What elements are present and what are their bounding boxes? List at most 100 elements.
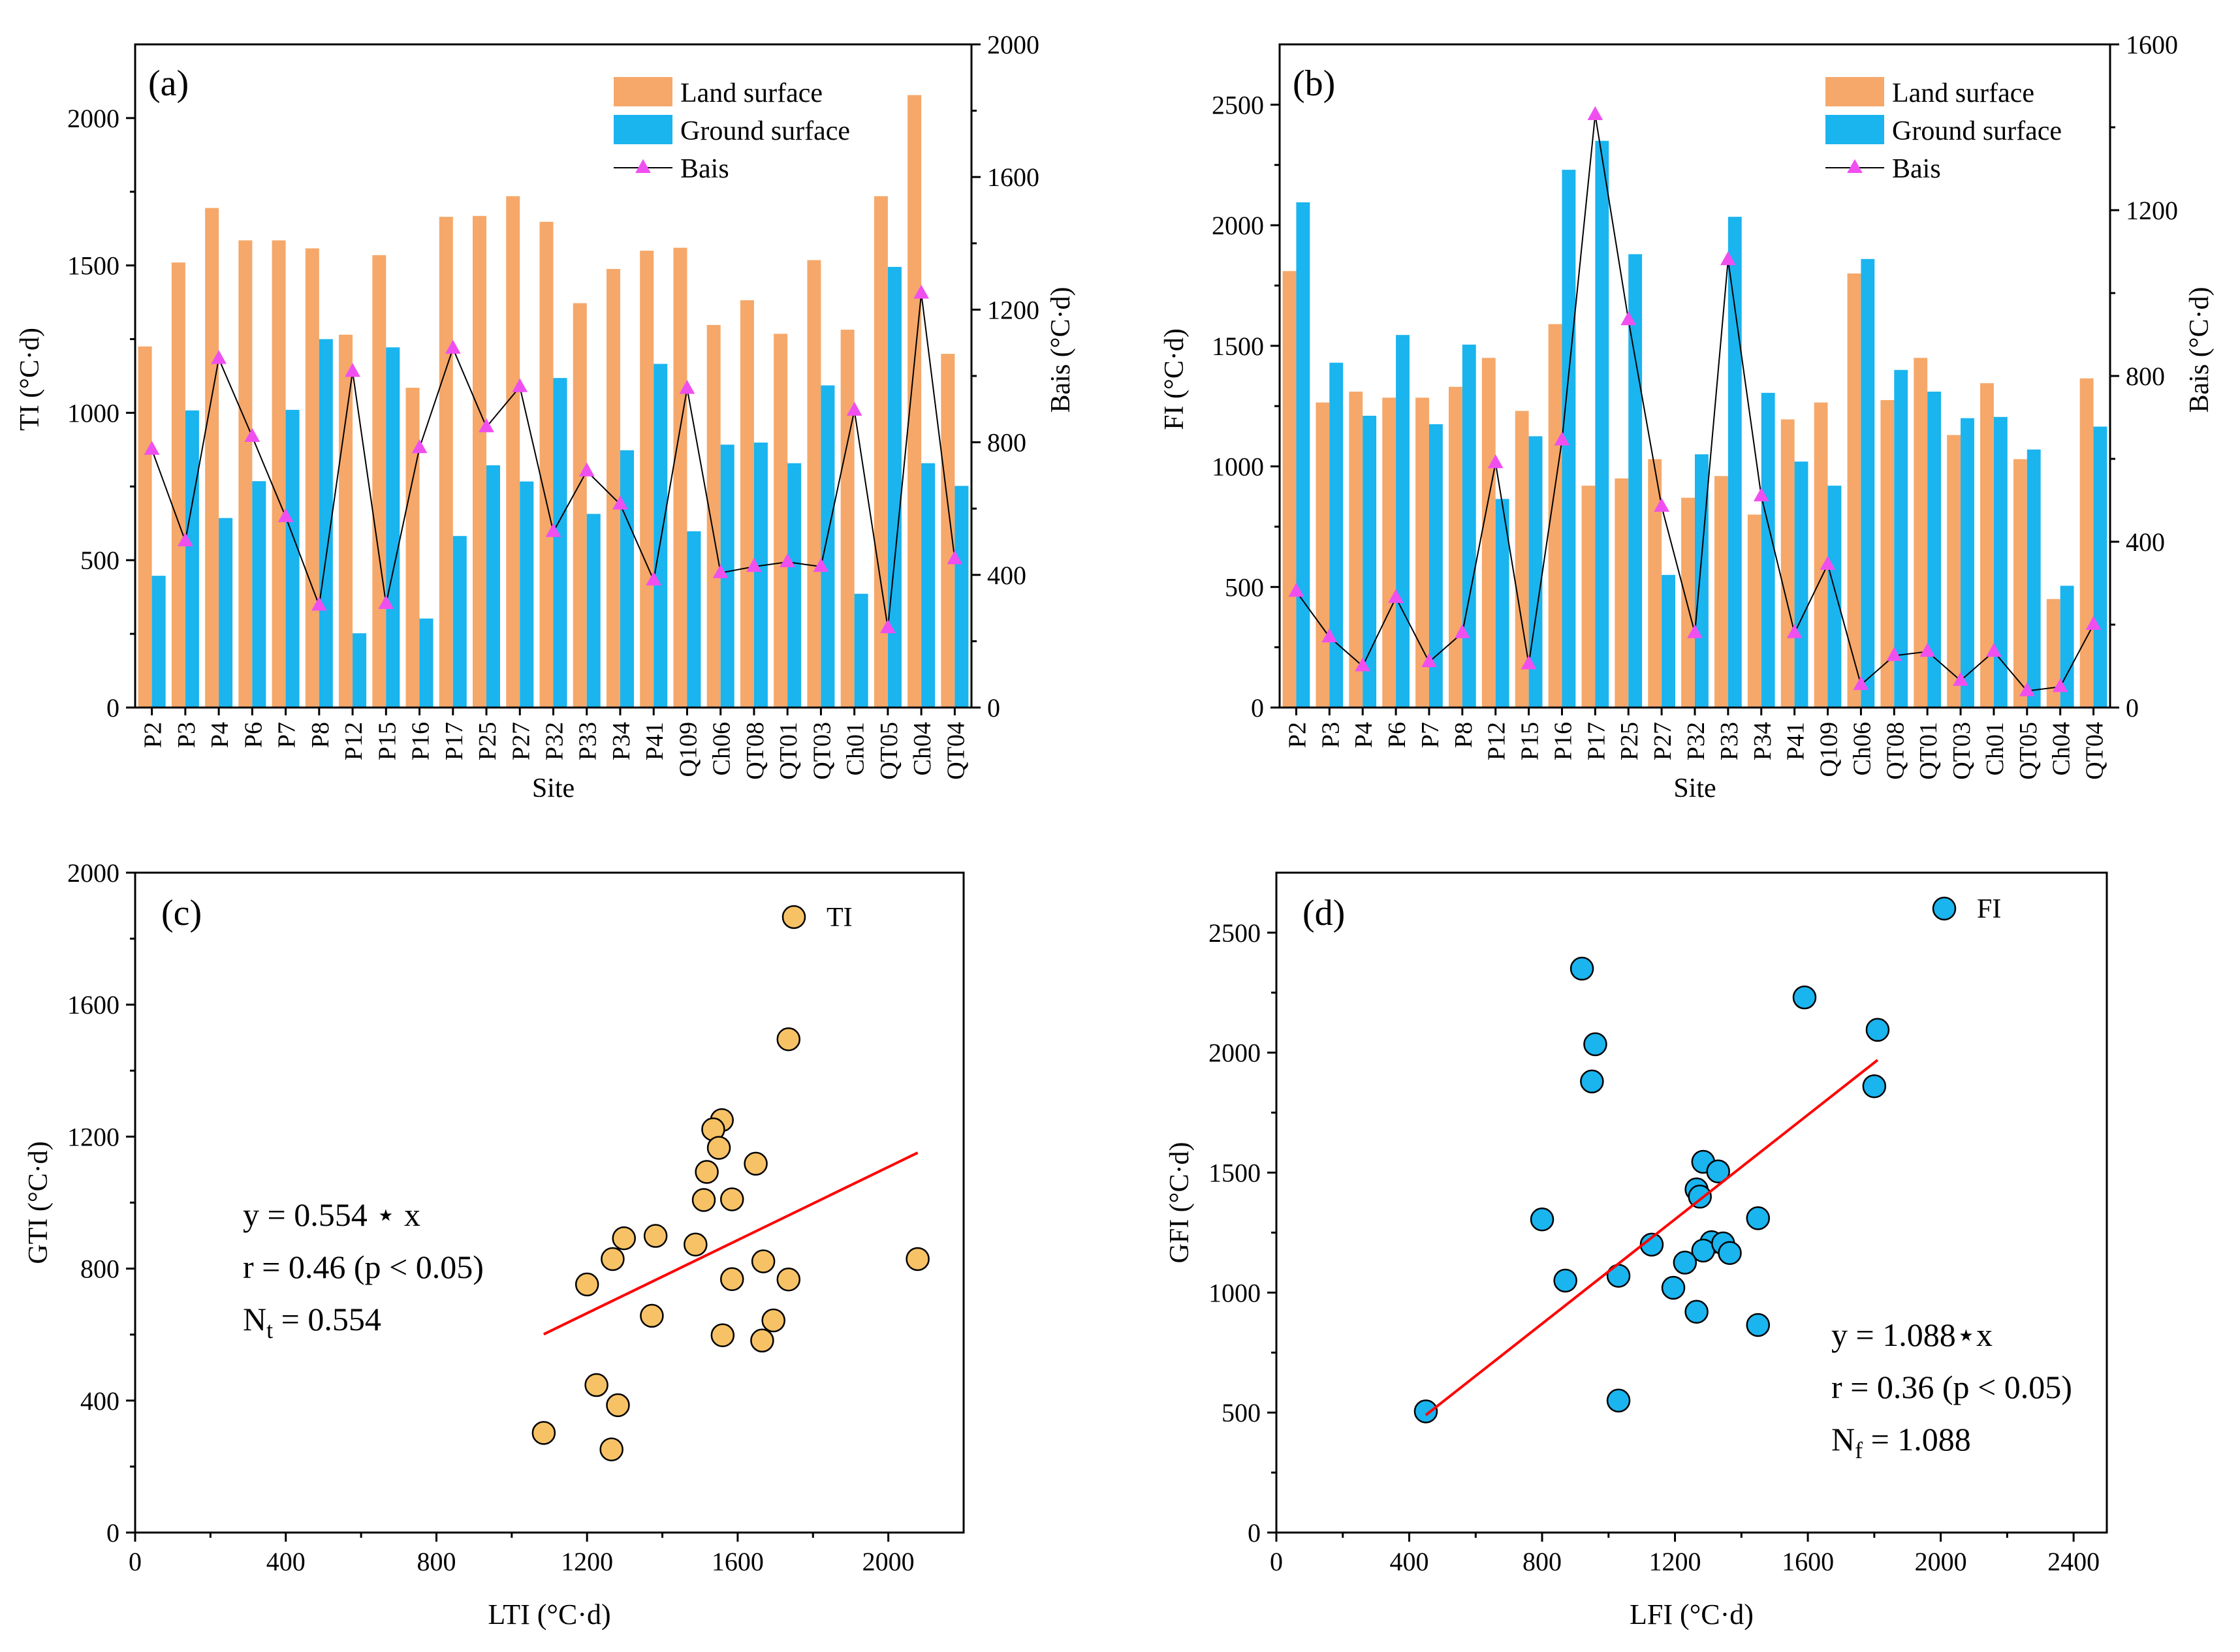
y2-tick-label: 400: [987, 561, 1026, 590]
bar-ground-surface: [219, 518, 233, 708]
bar-ground-surface: [486, 465, 501, 708]
legend-swatch-land: [1825, 77, 1884, 106]
bias-marker: [244, 428, 260, 442]
x-tick-label: 800: [417, 1547, 456, 1576]
bias-marker: [1919, 642, 1936, 657]
x-tick-label: 1200: [1649, 1547, 1701, 1576]
bar-ground-surface: [1662, 574, 1675, 708]
x-tick-label: P15: [373, 722, 401, 760]
bias-marker: [1886, 647, 1902, 661]
bar-ground-surface: [887, 266, 902, 708]
scatter-point: [776, 1027, 801, 1052]
bias-marker: [1620, 311, 1637, 326]
bias-marker: [780, 553, 796, 568]
x-tick-label: QT03: [808, 722, 836, 780]
x-tick-label: 800: [1522, 1547, 1562, 1576]
y2-tick-label: 800: [987, 428, 1026, 458]
scatter-point: [531, 1421, 556, 1445]
scatter-point: [1413, 1399, 1438, 1424]
bar-ground-surface: [1428, 424, 1443, 708]
n-subscript: t: [266, 1317, 273, 1343]
scatter-point: [1706, 1159, 1730, 1183]
bias-marker: [1554, 431, 1570, 446]
bar-ground-surface: [1927, 392, 1942, 708]
y-tick-label: 500: [1222, 1398, 1261, 1427]
bar-land-surface: [1515, 411, 1529, 708]
bar-land-surface: [941, 354, 955, 708]
x-tick-label: QT08: [742, 722, 769, 780]
bias-marker: [846, 401, 862, 416]
bar-ground-surface: [1495, 499, 1509, 708]
scatter-point: [1865, 1018, 1890, 1042]
y2-tick-label: 1200: [987, 295, 1039, 324]
y-tick-label: 500: [80, 546, 119, 575]
bias-marker: [1388, 589, 1404, 603]
x-tick-label: P25: [474, 722, 501, 760]
x-tick-label: QT01: [1915, 722, 1942, 780]
legend-label: FI: [1977, 894, 2001, 924]
bar-ground-surface: [285, 409, 300, 708]
bar-land-surface: [1980, 383, 1994, 708]
bar-land-surface: [2046, 599, 2060, 708]
bar-ground-surface: [520, 481, 534, 708]
y-axis-label: GFI (°C·d): [1165, 1142, 1195, 1264]
x-tick-label: Ch06: [1848, 722, 1876, 775]
bias-marker: [277, 508, 294, 522]
bar-land-surface: [1615, 478, 1629, 708]
bar-land-surface: [405, 388, 420, 708]
bar-ground-surface: [2093, 426, 2107, 708]
bar-ground-surface: [687, 531, 701, 708]
scatter-point: [584, 1373, 608, 1397]
y-tick-label: 1500: [1212, 332, 1264, 361]
bias-marker: [411, 439, 428, 454]
bar-ground-surface: [1861, 258, 1875, 708]
bar-land-surface: [907, 95, 922, 708]
y2-tick-label: 800: [2126, 362, 2165, 391]
scatter-point: [720, 1267, 744, 1292]
x-tick-label: P8: [1450, 722, 1477, 748]
y-tick-label: 800: [80, 1255, 119, 1284]
bar-land-surface: [1747, 514, 1761, 708]
bar-land-surface: [305, 248, 319, 708]
scatter-point: [691, 1188, 716, 1212]
bar-land-surface: [1282, 271, 1297, 708]
scatter-point: [744, 1151, 768, 1176]
x-tick-label: P7: [1417, 722, 1444, 748]
legend-label-ground: Ground surface: [680, 116, 850, 146]
y-tick-label: 0: [1251, 693, 1264, 723]
x-axis-label: Site: [1673, 773, 1716, 803]
bar-ground-surface: [1329, 362, 1344, 708]
legend-marker: [781, 905, 806, 929]
x-tick-label: 400: [266, 1547, 306, 1576]
correlation-text: r = 0.46 (p < 0.05): [243, 1249, 484, 1285]
legend-marker-bias: [1847, 159, 1863, 174]
bar-land-surface: [539, 221, 554, 708]
scatter-point: [1553, 1268, 1577, 1293]
y-tick-label: 2000: [1212, 211, 1264, 240]
bar-ground-surface: [720, 444, 734, 708]
legend-label-land: Land surface: [1892, 78, 2034, 108]
panel-d-scatter-chart: 0 500 1000 1500 2000 2500 0 400 800 1200 1600 2000 2…: [1165, 871, 2108, 1630]
n-value: = 1.088: [1863, 1421, 1971, 1457]
x-tick-label: QT04: [2081, 722, 2109, 780]
bias-marker: [1521, 655, 1537, 670]
x-tick-label: P3: [173, 722, 200, 748]
bar-land-surface: [640, 251, 654, 708]
bias-marker: [947, 550, 963, 565]
bias-marker: [646, 571, 662, 585]
y-tick-label: 2500: [1212, 90, 1264, 119]
x-tick-label: QT05: [2015, 722, 2042, 780]
bias-marker: [1853, 676, 1869, 691]
bar-land-surface: [1880, 399, 1895, 708]
x-tick-label: Q109: [674, 722, 702, 777]
bar-land-surface: [1548, 324, 1562, 708]
bar-ground-surface: [452, 536, 467, 708]
scatter-point: [1580, 1069, 1604, 1094]
bias-marker: [1720, 251, 1736, 266]
bar-land-surface: [774, 334, 788, 708]
scatter-point: [720, 1187, 744, 1211]
x-tick-label: P2: [1284, 722, 1311, 748]
bar-land-surface: [673, 247, 687, 708]
x-tick-label: P33: [1716, 722, 1743, 760]
